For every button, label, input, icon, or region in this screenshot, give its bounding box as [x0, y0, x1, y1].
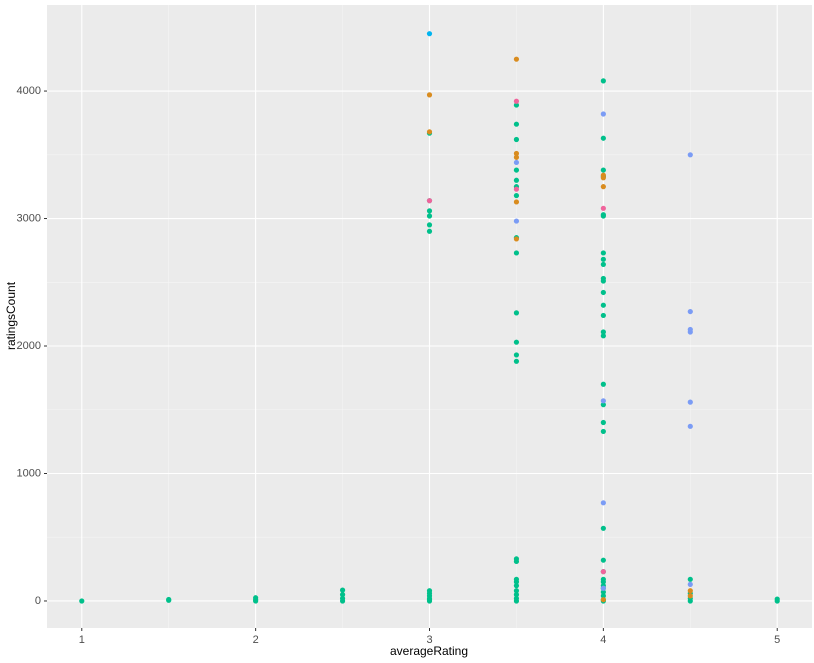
point — [600, 585, 606, 591]
x-tick-label: 3 — [426, 634, 432, 646]
point — [600, 261, 606, 268]
point — [600, 381, 606, 387]
point — [600, 78, 606, 84]
point — [687, 399, 693, 405]
point — [426, 213, 433, 219]
point — [513, 588, 520, 594]
x-tick-label: 2 — [253, 634, 259, 646]
point — [600, 167, 606, 173]
point — [687, 581, 693, 588]
point — [513, 154, 520, 160]
point — [687, 588, 693, 594]
point — [600, 500, 606, 506]
point — [339, 592, 346, 598]
point — [513, 159, 520, 166]
point — [600, 569, 606, 575]
point — [513, 592, 520, 598]
point — [600, 579, 606, 585]
point — [600, 205, 606, 211]
point — [600, 312, 606, 319]
point — [687, 423, 693, 429]
point — [600, 302, 606, 308]
point — [513, 102, 520, 108]
point — [513, 136, 520, 143]
x-tick-label: 1 — [79, 634, 85, 646]
point — [426, 198, 433, 204]
point — [513, 250, 520, 256]
point — [600, 593, 606, 599]
point — [513, 192, 520, 199]
x-tick-label: 4 — [600, 634, 606, 646]
point — [600, 278, 606, 284]
point — [600, 135, 606, 141]
point — [426, 92, 433, 98]
point — [426, 208, 433, 214]
point — [426, 31, 433, 37]
point — [600, 402, 606, 408]
point — [600, 333, 606, 339]
point — [253, 595, 259, 601]
point — [600, 289, 606, 296]
point — [513, 150, 520, 157]
point — [513, 358, 520, 364]
point — [513, 352, 520, 358]
point — [600, 525, 606, 531]
point — [513, 310, 520, 316]
point — [426, 129, 433, 135]
point — [339, 595, 346, 602]
point — [426, 228, 433, 234]
point — [513, 98, 520, 104]
point — [600, 597, 606, 603]
y-tick-label: 1000 — [17, 467, 41, 479]
point — [513, 186, 520, 192]
point — [513, 56, 520, 62]
point — [600, 428, 606, 435]
y-tick-label: 0 — [35, 595, 41, 607]
point — [513, 579, 520, 585]
point — [339, 587, 346, 593]
y-tick-label: 4000 — [17, 85, 41, 97]
point — [513, 558, 520, 565]
point — [687, 152, 693, 158]
point — [513, 236, 520, 242]
x-axis-title: averageRating — [390, 644, 468, 658]
y-tick-label: 3000 — [17, 212, 41, 224]
point — [600, 111, 606, 117]
point — [513, 339, 520, 345]
point — [600, 557, 606, 563]
point — [426, 588, 433, 594]
y-tick-label: 2000 — [17, 340, 41, 352]
point — [513, 218, 520, 224]
point — [513, 199, 520, 205]
point — [600, 589, 606, 595]
point — [79, 598, 85, 604]
point — [687, 308, 693, 315]
point — [513, 598, 520, 604]
point — [600, 184, 606, 190]
point — [687, 576, 693, 582]
point — [600, 329, 606, 335]
point — [513, 177, 520, 183]
point — [426, 222, 433, 228]
point — [687, 329, 693, 335]
point — [513, 121, 520, 127]
point — [774, 596, 780, 602]
point — [600, 213, 606, 219]
point — [600, 175, 606, 181]
point — [600, 398, 606, 404]
point — [600, 419, 606, 426]
point — [687, 593, 693, 599]
point — [166, 596, 172, 603]
point — [687, 598, 693, 604]
x-tick-label: 5 — [774, 634, 780, 646]
point — [513, 583, 520, 589]
point — [513, 167, 520, 173]
y-axis-title: ratingsCount — [4, 281, 18, 350]
point — [600, 256, 606, 262]
point — [600, 250, 606, 256]
